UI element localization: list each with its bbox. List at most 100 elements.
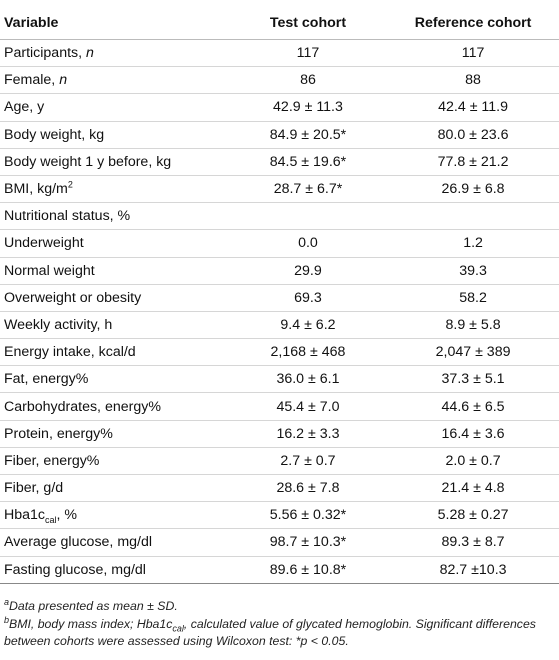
table-row: Average glucose, mg/dl 98.7 ± 10.3* 89.3 ±… (0, 528, 559, 557)
table-row: Carbohydrates, energy% 45.4 ± 7.0 44.6 ± 6… (0, 392, 559, 421)
table-footnotes: aData presented as mean ± SD. bBMI, body… (4, 596, 556, 651)
cell-variable: Average glucose, mg/dl (0, 528, 229, 557)
variable-label: Carbohydrates, energy% (4, 398, 161, 415)
table-row: Underweight 0.0 1.2 (0, 229, 559, 258)
cell-variable: Normal weight (0, 257, 229, 285)
variable-label: Underweight (4, 235, 84, 252)
footnote-b-text-2: , calculated value of glycated hemoglobi… (4, 616, 536, 649)
variable-label: Participants, (4, 45, 87, 62)
cell-test-cohort: 84.9 ± 20.5* (228, 121, 388, 149)
cell-variable: Weekly activity, h (0, 311, 229, 340)
variable-label: Fat, energy% (4, 371, 89, 388)
cell-reference-cohort (387, 202, 559, 231)
cell-variable: Fat, energy% (0, 365, 229, 394)
cell-variable: Fiber, energy% (0, 447, 229, 476)
cell-test-cohort: 28.6 ± 7.8 (228, 474, 388, 503)
cell-test-cohort: 16.2 ± 3.3 (228, 420, 388, 448)
cell-reference-cohort: 42.4 ± 11.9 (387, 93, 559, 122)
cell-reference-cohort: 89.3 ± 8.7 (387, 528, 559, 557)
table-row: Protein, energy% 16.2 ± 3.3 16.4 ± 3.6 (0, 420, 559, 448)
cell-test-cohort: 2,168 ± 468 (228, 338, 388, 367)
variable-label: Body weight 1 y before, kg (4, 153, 172, 170)
variable-label-superscript: 2 (67, 179, 73, 190)
footnote-a-text: Data presented as mean ± SD. (9, 599, 178, 613)
cell-variable: Participants, n (0, 39, 229, 68)
cell-test-cohort: 69.3 (228, 284, 388, 312)
table-row: Age, y 42.9 ± 11.3 42.4 ± 11.9 (0, 93, 559, 122)
cell-reference-cohort: 58.2 (387, 284, 559, 312)
cohort-characteristics-table: Variable Test cohort Reference cohort Pa… (0, 6, 559, 584)
variable-label-suffix: , % (56, 507, 78, 524)
footnote-b-text-1: BMI, body mass index; Hba1c (9, 616, 173, 631)
cell-variable: Energy intake, kcal/d (0, 338, 229, 367)
cell-reference-cohort: 2.0 ± 0.7 (387, 447, 559, 476)
variable-label: Protein, energy% (4, 425, 113, 442)
cell-reference-cohort: 39.3 (387, 257, 559, 285)
variable-label: Fasting glucose, mg/dl (4, 561, 146, 578)
table-row: Female, n 86 88 (0, 66, 559, 95)
cell-variable: Underweight (0, 229, 229, 258)
cell-variable: Protein, energy% (0, 420, 229, 448)
footnote-b-subscript: cal (172, 622, 184, 633)
variable-label: BMI, kg/m (4, 181, 68, 198)
cell-reference-cohort: 82.7 ±10.3 (387, 556, 559, 584)
table-row: Overweight or obesity 69.3 58.2 (0, 284, 559, 312)
table-row: Fat, energy% 36.0 ± 6.1 37.3 ± 5.1 (0, 365, 559, 394)
cell-test-cohort: 45.4 ± 7.0 (228, 392, 388, 421)
cell-test-cohort: 36.0 ± 6.1 (228, 365, 388, 394)
cell-variable: Fasting glucose, mg/dl (0, 556, 229, 584)
cell-test-cohort: 89.6 ± 10.8* (228, 556, 388, 584)
table-row: Fiber, g/d 28.6 ± 7.8 21.4 ± 4.8 (0, 474, 559, 503)
table-row: Body weight, kg 84.9 ± 20.5* 80.0 ± 23.6 (0, 121, 559, 149)
cell-reference-cohort: 77.8 ± 21.2 (387, 148, 559, 176)
cell-test-cohort: 84.5 ± 19.6* (228, 148, 388, 176)
cell-reference-cohort: 26.9 ± 6.8 (387, 175, 559, 204)
variable-label: Fiber, g/d (4, 480, 64, 497)
table-row: Body weight 1 y before, kg 84.5 ± 19.6* 77… (0, 148, 559, 176)
variable-label: Body weight, kg (4, 126, 105, 143)
table-row: Normal weight 29.9 39.3 (0, 257, 559, 285)
cell-test-cohort: 86 (228, 66, 388, 95)
variable-label: Average glucose, mg/dl (4, 534, 153, 551)
header-test-cohort: Test cohort (228, 6, 388, 40)
cell-variable: BMI, kg/m2 (0, 175, 229, 204)
variable-label: Age, y (4, 99, 45, 116)
cell-test-cohort: 5.56 ± 0.32* (228, 501, 388, 530)
footnote-a-marker: a (4, 596, 10, 607)
cell-test-cohort: 2.7 ± 0.7 (228, 447, 388, 476)
variable-label-subscript: cal (45, 515, 57, 526)
footnote-b: bBMI, body mass index; Hba1ccal, calcula… (4, 615, 556, 651)
table-row: Energy intake, kcal/d 2,168 ± 468 2,047 ± … (0, 338, 559, 367)
header-variable: Variable (0, 6, 229, 40)
variable-label-italic: n (59, 72, 68, 89)
cell-variable: Age, y (0, 93, 229, 122)
table-row: Fasting glucose, mg/dl 89.6 ± 10.8* 82.7 ±… (0, 556, 559, 584)
variable-label-italic: n (86, 45, 94, 62)
variable-label: Weekly activity, h (4, 316, 113, 333)
table-row: Weekly activity, h 9.4 ± 6.2 8.9 ± 5.8 (0, 311, 559, 340)
cell-variable: Carbohydrates, energy% (0, 392, 229, 421)
variable-label: Fiber, energy% (4, 452, 100, 469)
cell-reference-cohort: 88 (387, 66, 559, 95)
variable-label: Energy intake, kcal/d (4, 344, 136, 361)
cell-reference-cohort: 44.6 ± 6.5 (387, 392, 559, 421)
cell-test-cohort: 42.9 ± 11.3 (228, 93, 388, 122)
variable-label: Hba1c (4, 507, 46, 524)
cell-variable: Nutritional status, % (0, 202, 229, 231)
table-row: Nutritional status, % (0, 202, 559, 231)
cell-test-cohort: 9.4 ± 6.2 (228, 311, 388, 340)
footnote-a: aData presented as mean ± SD. (4, 596, 556, 616)
table-body: Participants, n 117 117 Female, n 86 88 Age, y… (0, 39, 559, 584)
cell-variable: Hba1ccal, % (0, 501, 229, 530)
cell-reference-cohort: 5.28 ± 0.27 (387, 501, 559, 530)
cell-test-cohort: 117 (228, 39, 388, 68)
cell-reference-cohort: 16.4 ± 3.6 (387, 420, 559, 448)
cell-variable: Fiber, g/d (0, 474, 229, 503)
cell-reference-cohort: 2,047 ± 389 (387, 338, 559, 367)
cell-reference-cohort: 80.0 ± 23.6 (387, 121, 559, 149)
cell-test-cohort (228, 202, 388, 231)
variable-label: Overweight or obesity (4, 289, 142, 306)
cell-test-cohort: 28.7 ± 6.7* (228, 175, 388, 204)
table-row: Participants, n 117 117 (0, 39, 559, 68)
